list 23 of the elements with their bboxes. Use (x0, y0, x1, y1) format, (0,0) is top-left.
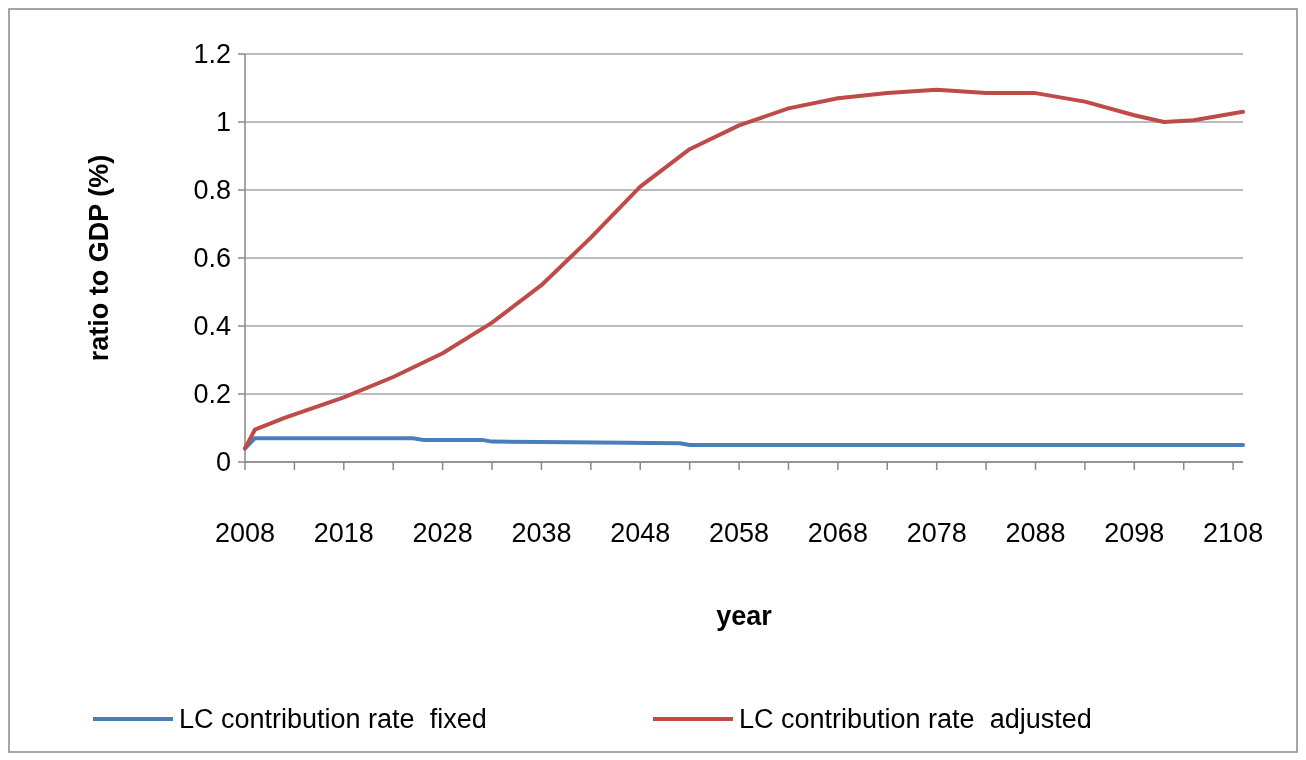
x-tick-label: 2068 (807, 518, 868, 548)
y-tick-label: 1.2 (193, 39, 231, 70)
x-tick-label: 2058 (709, 518, 770, 548)
y-tick-label: 0.4 (193, 311, 231, 342)
x-tick-label: 2078 (906, 518, 967, 548)
x-axis-title: year (716, 601, 773, 631)
x-tick-label: 2028 (412, 518, 473, 548)
x-tick-label: 2018 (313, 518, 374, 548)
x-tick-label: 2038 (511, 518, 572, 548)
y-tick-label: 0.2 (193, 379, 231, 410)
y-axis-title: ratio to GDP (%) (84, 154, 114, 362)
x-tick-label: 2048 (610, 518, 671, 548)
y-tick-label: 0 (215, 447, 231, 478)
x-tick-label: 2108 (1203, 518, 1264, 548)
y-tick-label: 1 (215, 107, 231, 138)
line-series (243, 87, 1245, 451)
x-tick-label: 2098 (1104, 518, 1165, 548)
x-tick-label: 2008 (214, 518, 276, 548)
x-tick-label: 2088 (1005, 518, 1066, 548)
legend-label: LC contribution rate fixed (179, 704, 487, 735)
legend-label: LC contribution rate adjusted (739, 704, 1092, 735)
y-tick-label: 0.8 (193, 175, 231, 206)
y-tick-label: 0.6 (193, 243, 231, 274)
